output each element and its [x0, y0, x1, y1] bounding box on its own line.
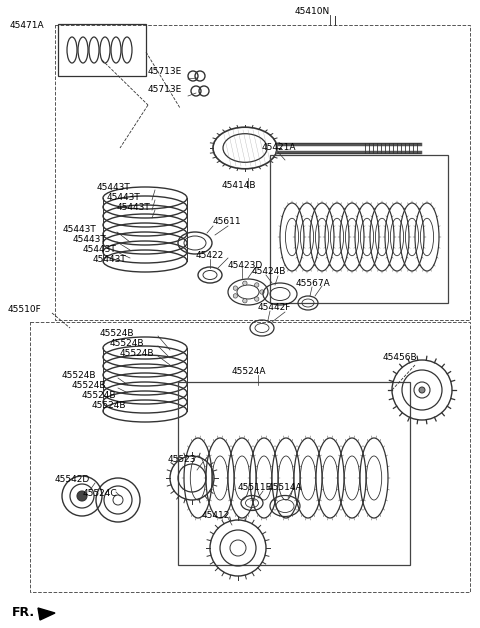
Polygon shape [38, 608, 55, 620]
Text: 45443T: 45443T [83, 246, 117, 254]
Text: 45443T: 45443T [93, 256, 127, 264]
Text: 45414B: 45414B [222, 180, 256, 190]
Circle shape [233, 286, 238, 290]
Bar [30, 322, 470, 592]
Text: 45523: 45523 [168, 455, 196, 465]
Text: 45456B: 45456B [383, 354, 418, 362]
Text: 45471A: 45471A [10, 21, 45, 30]
Bar [55, 25, 470, 320]
Text: 45567A: 45567A [296, 278, 331, 288]
Text: 45524C: 45524C [83, 489, 118, 499]
Text: 45524B: 45524B [62, 372, 96, 381]
Text: 45443T: 45443T [63, 225, 97, 234]
Text: 45443T: 45443T [107, 193, 141, 202]
Circle shape [243, 281, 247, 285]
Text: 45514A: 45514A [268, 484, 302, 492]
Text: 45713E: 45713E [148, 67, 182, 77]
Circle shape [243, 298, 247, 303]
Circle shape [77, 491, 87, 501]
Circle shape [254, 283, 259, 287]
Text: 45412: 45412 [202, 511, 230, 519]
Circle shape [254, 297, 259, 301]
Text: 45443T: 45443T [117, 203, 151, 212]
Text: 45422: 45422 [196, 251, 224, 259]
Bar [58, 24, 146, 76]
Text: 45524B: 45524B [100, 330, 134, 338]
Circle shape [419, 387, 425, 393]
Text: 45524B: 45524B [82, 391, 117, 401]
Text: 45443T: 45443T [73, 236, 107, 244]
Text: 45524B: 45524B [72, 381, 107, 391]
Circle shape [260, 290, 264, 294]
Text: 45611: 45611 [213, 217, 241, 227]
Circle shape [233, 294, 238, 298]
Text: 45424B: 45424B [252, 268, 287, 276]
Text: 45510F: 45510F [8, 305, 42, 315]
Text: 45713E: 45713E [148, 85, 182, 94]
Text: 45423D: 45423D [228, 261, 263, 269]
Text: 45421A: 45421A [262, 144, 297, 153]
Text: 45511E: 45511E [238, 484, 272, 492]
Text: 45542D: 45542D [55, 475, 90, 484]
Text: 45410N: 45410N [295, 8, 330, 16]
Text: 45443T: 45443T [97, 183, 131, 193]
Text: 45524B: 45524B [92, 401, 127, 411]
Text: 45524B: 45524B [120, 350, 155, 359]
Text: FR.: FR. [12, 605, 35, 619]
Text: 45442F: 45442F [258, 303, 291, 313]
Text: 45524B: 45524B [110, 340, 144, 349]
Text: 45524A: 45524A [232, 367, 266, 377]
